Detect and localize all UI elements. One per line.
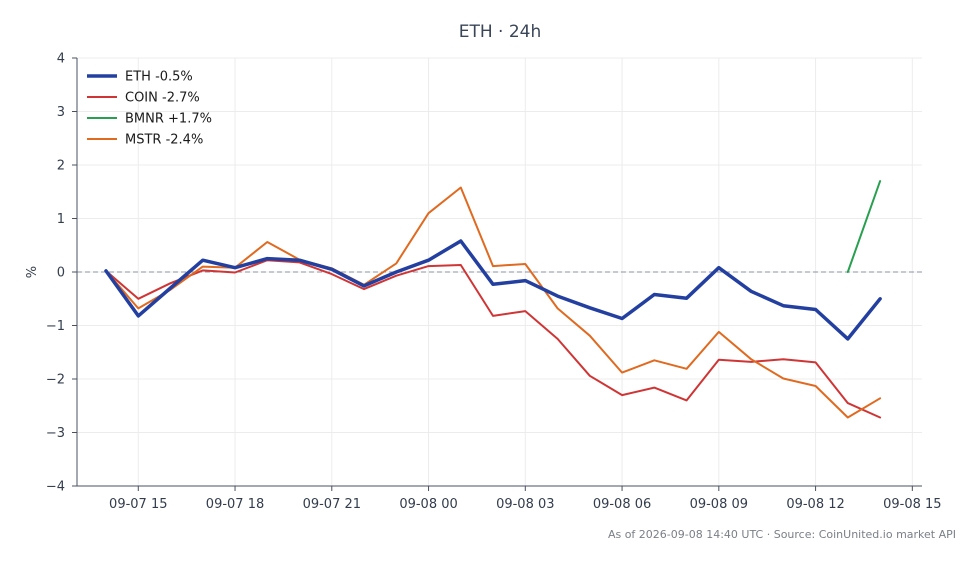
- y-tick-label: −4: [46, 480, 65, 495]
- x-tick-label: 09-08 03: [496, 497, 554, 512]
- legend-label: ETH -0.5%: [125, 70, 193, 85]
- x-tick-label: 09-07 21: [303, 497, 361, 512]
- x-tick-label: 09-07 15: [109, 497, 167, 512]
- y-tick-label: −2: [46, 373, 65, 388]
- series-line-bmnr: [846, 180, 882, 273]
- legend-label: MSTR -2.4%: [125, 133, 203, 148]
- x-tick-label: 09-08 12: [786, 497, 844, 512]
- y-axis-label: %: [25, 266, 40, 278]
- series-line-eth: [104, 239, 882, 341]
- chart-title: ETH · 24h: [459, 22, 542, 42]
- x-tick-label: 09-08 09: [690, 497, 748, 512]
- y-tick-label: 3: [57, 105, 65, 120]
- y-tick-label: 1: [57, 212, 65, 227]
- y-tick-label: 0: [57, 266, 65, 281]
- y-axis-ticks: 4 3 2 1 0 −1 −2 −3 −4: [46, 52, 77, 495]
- source-footer: As of 2026-09-08 14:40 UTC · Source: Coi…: [608, 528, 956, 541]
- legend-label: COIN -2.7%: [125, 91, 200, 106]
- x-tick-label: 09-08 00: [399, 497, 457, 512]
- legend: ETH -0.5% COIN -2.7% BMNR +1.7% MSTR -2.4%: [87, 70, 212, 148]
- legend-label: BMNR +1.7%: [125, 112, 212, 127]
- y-tick-label: 2: [57, 159, 65, 174]
- x-tick-label: 09-07 18: [206, 497, 264, 512]
- y-tick-label: 4: [57, 52, 65, 67]
- series-line-coin: [105, 259, 882, 419]
- y-tick-label: −1: [46, 319, 65, 334]
- x-tick-label: 09-08 15: [883, 497, 941, 512]
- y-tick-label: −3: [46, 426, 65, 441]
- series-lines: [104, 180, 882, 419]
- series-line-mstr: [105, 186, 882, 419]
- x-tick-label: 09-08 06: [593, 497, 651, 512]
- x-axis-ticks: 09-07 15 09-07 18 09-07 21 09-08 00 09-08 03…: [109, 486, 942, 512]
